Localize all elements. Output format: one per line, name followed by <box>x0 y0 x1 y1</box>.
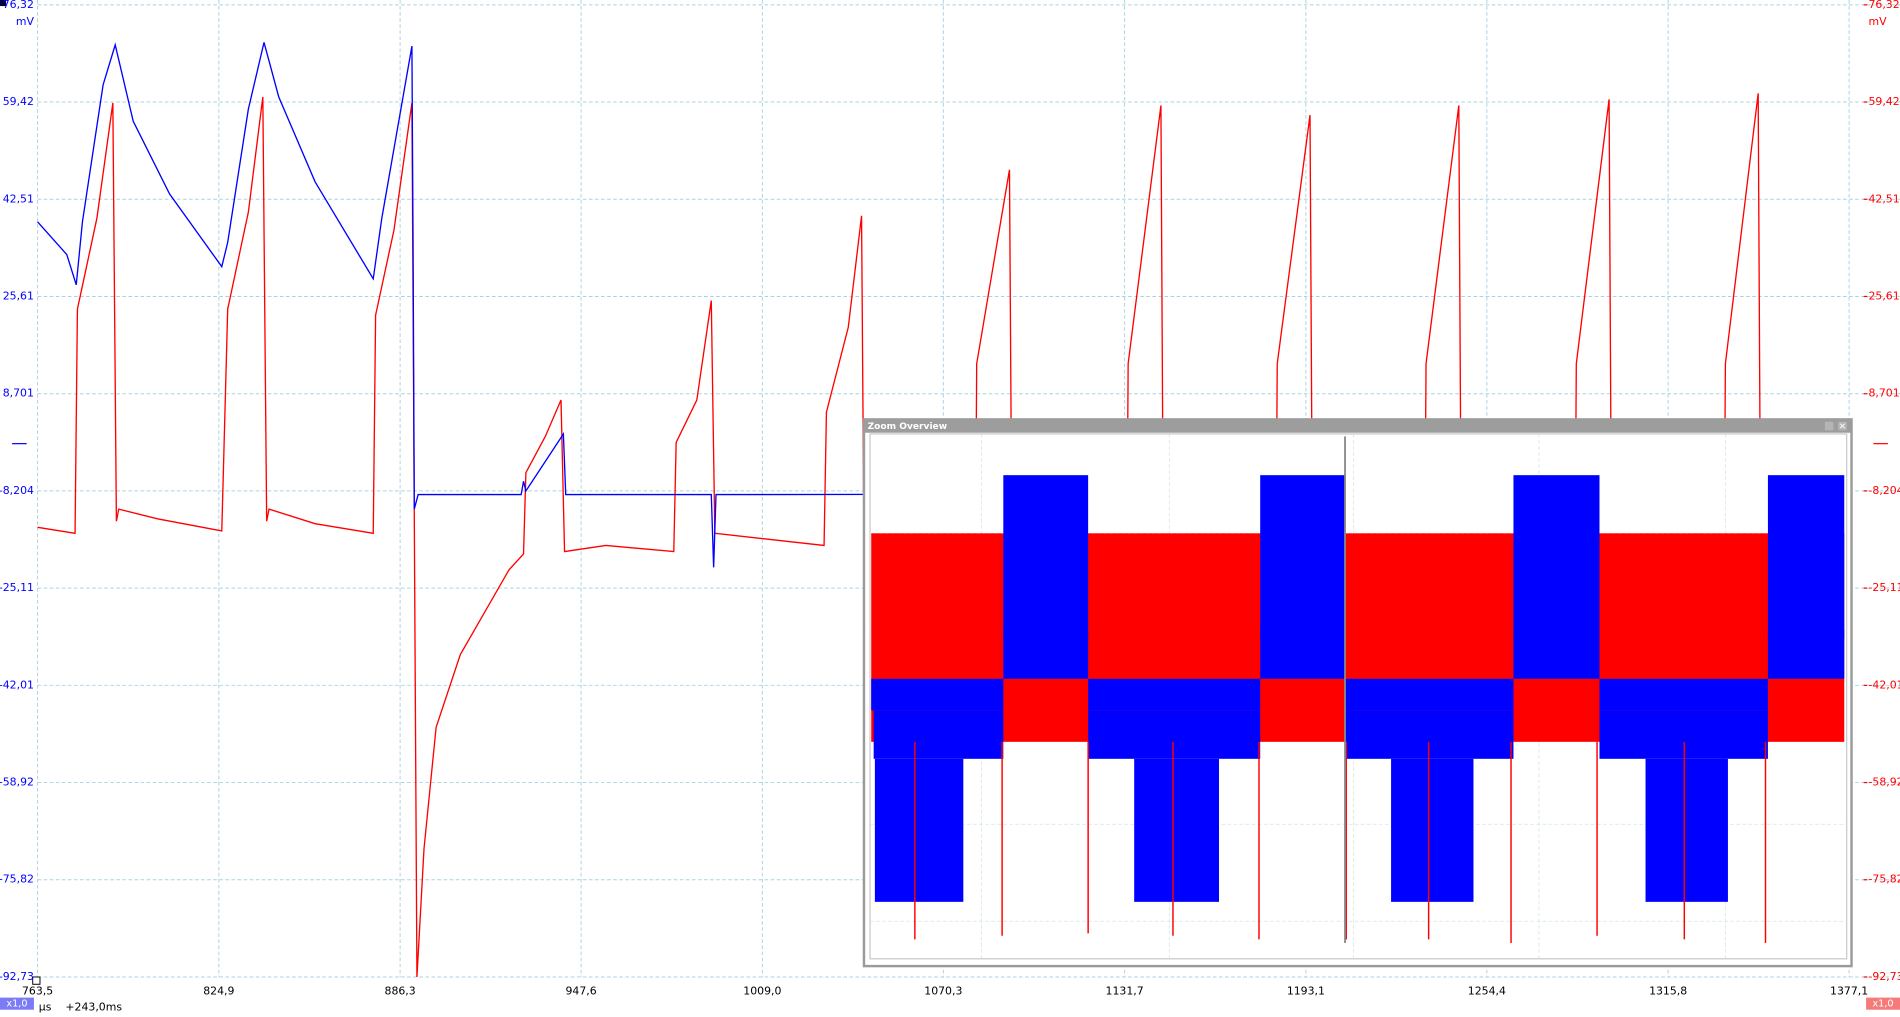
close-icon: ✕ <box>1839 421 1846 431</box>
x-tick-label: 1315,8 <box>1649 985 1687 998</box>
y-scale-label: x1,0 <box>6 999 27 1010</box>
y2-tick-label: -8,204 <box>1868 484 1900 497</box>
y-tick-label: 59,42 <box>3 95 34 108</box>
traces <box>37 42 1850 978</box>
y-tick-label: 25,61 <box>3 289 34 302</box>
y-scale-badge <box>0 997 34 1010</box>
y2-tick-label: 76,32 <box>1868 0 1899 11</box>
trace <box>37 42 1850 568</box>
y2-tick-label: 42,51 <box>1868 192 1899 205</box>
minimize-button[interactable] <box>1824 421 1834 431</box>
y2-tick-label: -42,01 <box>1868 678 1900 691</box>
y-tick-label: 8,701 <box>3 387 34 400</box>
y-tick-label: -8,204 <box>0 484 34 497</box>
y2-tick-label: -92,73 <box>1868 970 1900 983</box>
inset-title: Zoom Overview <box>868 422 948 432</box>
x-tick-label: 1070,3 <box>924 985 962 998</box>
y2-tick-label: -25,11 <box>1868 581 1900 594</box>
inset-traces <box>871 436 1845 944</box>
close-button[interactable] <box>1838 421 1847 431</box>
inset-titlebar <box>863 419 1852 433</box>
y-tick-label: -42,01 <box>0 678 34 691</box>
x-tick-label: 886,3 <box>385 985 416 998</box>
zoom-overview-window[interactable]: Zoom Overview ✕ <box>862 418 1853 968</box>
y2-tick-label: -75,82 <box>1868 873 1900 886</box>
y2-tick-label: 59,42 <box>1868 95 1899 108</box>
y2-tick-label: -58,92 <box>1868 776 1900 789</box>
trace <box>37 93 1850 978</box>
y2-tick-label: 8,701 <box>1868 387 1899 400</box>
x-tick-label: 824,9 <box>203 985 234 998</box>
x-tick-label: 1009,0 <box>743 985 781 998</box>
x-tick-label: 1193,1 <box>1287 985 1325 998</box>
corner-marker <box>0 0 7 7</box>
time-offset: +243,0ms <box>65 1000 122 1013</box>
y2-tick-label: 25,61 <box>1868 289 1899 302</box>
x-tick-label: 1254,4 <box>1468 985 1506 998</box>
y-tick-label: 42,51 <box>3 192 34 205</box>
x-tick-label: 1131,7 <box>1106 985 1144 998</box>
y2-unit: mV <box>1868 15 1887 28</box>
y-tick-label: -75,82 <box>0 873 34 886</box>
y-unit: mV <box>16 15 35 28</box>
x-tick-label: 1377,1 <box>1830 985 1868 998</box>
x-unit: µs <box>39 1000 52 1013</box>
y-tick-label: -58,92 <box>0 776 34 789</box>
x-tick-label: 763,5 <box>22 985 53 998</box>
corner-marker <box>32 976 41 985</box>
y2-scale-badge <box>1866 997 1900 1010</box>
x-tick-label: 947,6 <box>565 985 596 998</box>
y2-scale-label: x1,0 <box>1872 999 1893 1010</box>
y-tick-label: -25,11 <box>0 581 34 594</box>
y-tick-label: 76,32 <box>3 0 34 11</box>
y-tick-label: -92,73 <box>0 970 34 983</box>
